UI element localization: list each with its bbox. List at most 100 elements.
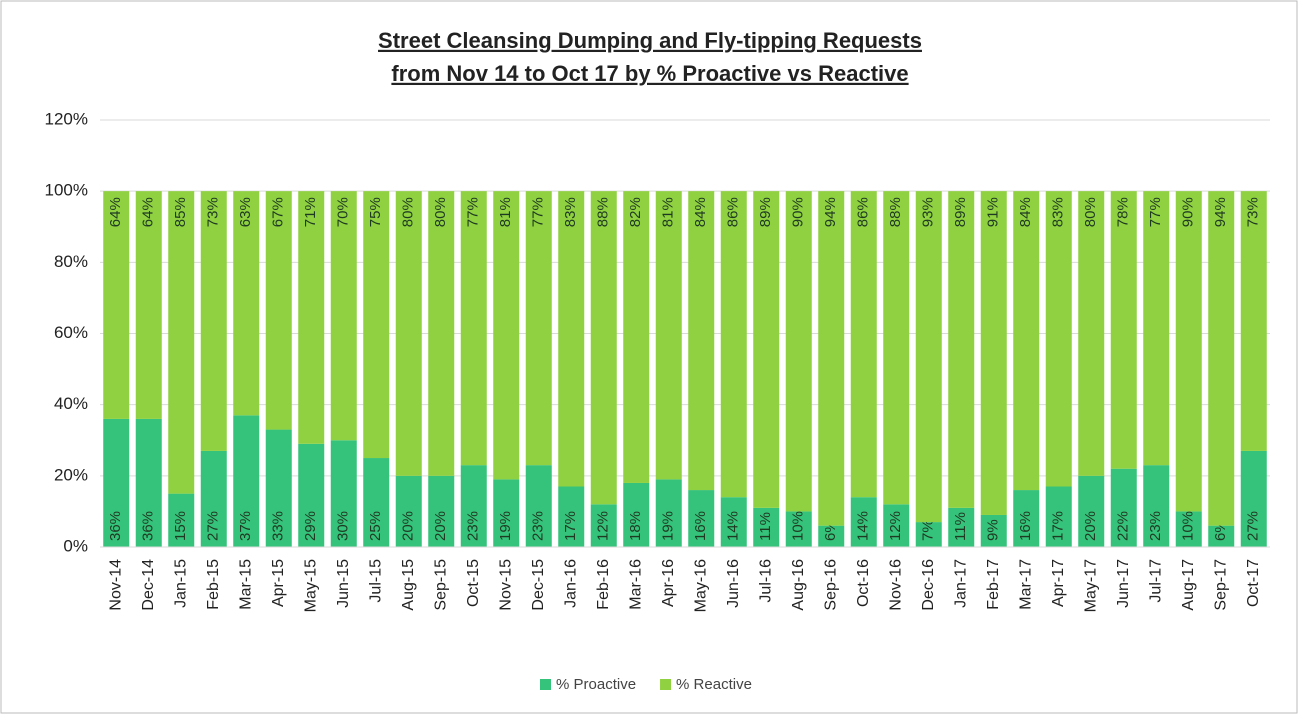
legend-swatch: [540, 679, 551, 690]
data-label: 20%: [400, 511, 417, 541]
bar-segment: [168, 191, 195, 494]
data-label: 17%: [562, 511, 579, 541]
bar-segment: [850, 497, 877, 547]
bar-segment: [1240, 191, 1267, 451]
data-label: 73%: [1245, 197, 1262, 227]
data-label: 23%: [1147, 511, 1164, 541]
x-tick-label: Sep-15: [432, 559, 449, 611]
data-label: 94%: [1212, 197, 1229, 227]
bar-segment: [818, 525, 845, 547]
x-tick-label: Dec-14: [140, 559, 157, 611]
data-label: 80%: [400, 197, 417, 227]
data-label: 15%: [172, 511, 189, 541]
bar-segment: [753, 191, 780, 508]
y-tick-label: 120%: [45, 109, 88, 128]
bar-segment: [785, 191, 812, 512]
data-label: 12%: [595, 511, 612, 541]
data-label: 64%: [140, 197, 157, 227]
bar-segment: [590, 504, 617, 547]
bar-segment: [1013, 191, 1040, 491]
data-label: 23%: [530, 511, 547, 541]
data-label: 70%: [335, 197, 352, 227]
data-label: 89%: [757, 197, 774, 227]
bar-segment: [1175, 511, 1202, 547]
x-tick-label: Jul-15: [367, 559, 384, 603]
data-label: 37%: [237, 511, 254, 541]
bar-segment: [655, 479, 682, 547]
x-tick-label: Apr-16: [660, 559, 677, 607]
data-label: 73%: [205, 197, 222, 227]
y-tick-label: 0%: [63, 536, 88, 555]
data-label: 81%: [660, 197, 677, 227]
x-tick-label: Jan-15: [172, 559, 189, 608]
data-label: 64%: [107, 197, 124, 227]
x-tick-label: Jul-16: [757, 559, 774, 603]
bar-segment: [1208, 191, 1235, 526]
data-label: 77%: [530, 197, 547, 227]
data-label: 9%: [985, 519, 1002, 541]
bar-segment: [980, 191, 1007, 515]
bar-segment: [428, 191, 455, 476]
x-tick-label: Sep-17: [1212, 559, 1229, 611]
data-label: 88%: [887, 197, 904, 227]
data-label: 83%: [562, 197, 579, 227]
data-label: 88%: [595, 197, 612, 227]
data-label: 80%: [432, 197, 449, 227]
data-label: 27%: [205, 511, 222, 541]
x-tick-label: Oct-17: [1245, 559, 1262, 607]
data-label: 71%: [302, 197, 319, 227]
bar-segment: [818, 191, 845, 526]
bar-segment: [103, 418, 130, 547]
bar-segment: [200, 191, 227, 451]
data-label: 36%: [107, 511, 124, 541]
bar-segment: [558, 191, 585, 487]
bar-segment: [525, 465, 552, 547]
x-tick-label: Feb-15: [205, 559, 222, 610]
bar-segment: [298, 191, 325, 444]
bar-segment: [460, 191, 487, 466]
bar-segment: [720, 497, 747, 547]
data-label: 86%: [725, 197, 742, 227]
data-label: 11%: [952, 512, 969, 541]
data-label: 10%: [790, 511, 807, 541]
bar-segment: [395, 475, 422, 547]
x-tick-label: Jun-16: [725, 559, 742, 608]
data-label: 27%: [1245, 511, 1262, 541]
data-label: 77%: [465, 197, 482, 227]
x-tick-label: Apr-15: [270, 559, 287, 607]
x-tick-label: Jun-17: [1115, 559, 1132, 608]
data-label: 25%: [367, 511, 384, 541]
x-tick-label: Nov-15: [497, 559, 514, 611]
bar-segment: [948, 507, 975, 547]
bar-segment: [1078, 475, 1105, 547]
bar-segment: [883, 191, 910, 505]
data-label: 14%: [725, 511, 742, 541]
bar-segment: [135, 191, 162, 419]
data-label: 14%: [855, 511, 872, 541]
bar-segment: [655, 191, 682, 480]
bar-segment: [1013, 490, 1040, 547]
x-tick-label: Nov-14: [107, 559, 124, 611]
x-tick-label: Mar-17: [1017, 559, 1034, 610]
y-tick-label: 20%: [54, 465, 88, 484]
x-tick-label: Aug-15: [400, 559, 417, 611]
x-tick-label: May-17: [1082, 559, 1099, 612]
data-label: 94%: [822, 197, 839, 227]
bar-segment: [363, 458, 390, 547]
data-label: 67%: [270, 197, 287, 227]
bar-segment: [883, 504, 910, 547]
chart-title: Street Cleansing Dumping and Fly-tipping…: [378, 28, 922, 53]
x-tick-label: Aug-16: [790, 559, 807, 611]
bar-segment: [915, 191, 942, 523]
bar-segment: [103, 191, 130, 419]
data-label: 81%: [497, 197, 514, 227]
data-label: 11%: [757, 512, 774, 541]
bar-segment: [233, 415, 260, 547]
data-label: 36%: [140, 511, 157, 541]
y-tick-label: 40%: [54, 394, 88, 413]
bar-segment: [1110, 191, 1137, 469]
bar-segment: [785, 511, 812, 547]
x-tick-label: Nov-16: [887, 559, 904, 611]
data-label: 19%: [660, 511, 677, 541]
